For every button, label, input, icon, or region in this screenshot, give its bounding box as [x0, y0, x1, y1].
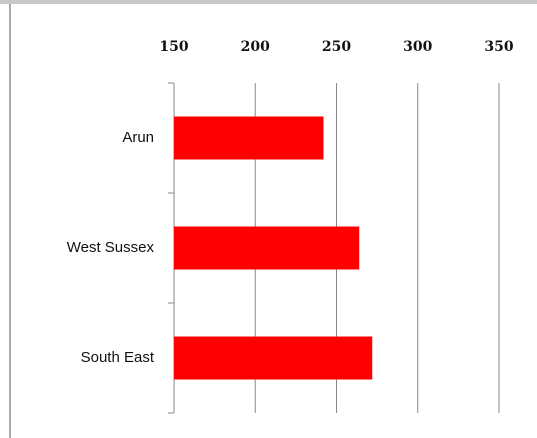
- x-tick-label: 250: [322, 39, 351, 55]
- y-tick-label: West Sussex: [67, 239, 155, 256]
- x-tick-label: 150: [159, 39, 188, 55]
- bar: [174, 226, 360, 270]
- x-tick-label: 300: [403, 39, 432, 55]
- x-tick-label: 350: [484, 39, 513, 55]
- bar: [174, 336, 373, 380]
- bar: [174, 116, 324, 160]
- x-tick-label: 200: [241, 39, 270, 55]
- y-tick-label: South East: [81, 349, 155, 366]
- y-tick-label: Arun: [122, 129, 154, 146]
- top-strip: [0, 0, 537, 4]
